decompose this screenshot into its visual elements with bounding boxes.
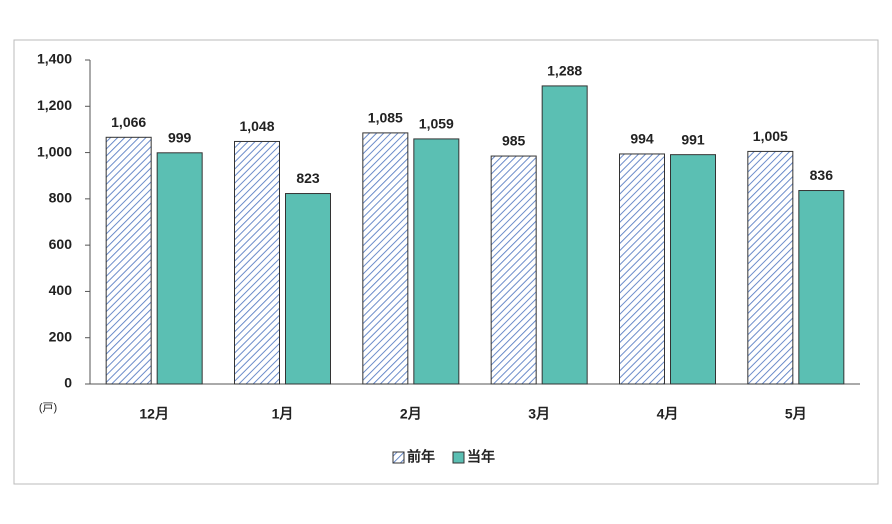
- value-label: 1,066: [111, 114, 146, 130]
- y-tick-label: 1,000: [37, 143, 72, 159]
- y-tick-label: 600: [49, 236, 73, 252]
- legend-swatch: [452, 451, 465, 464]
- value-label: 991: [681, 131, 705, 147]
- y-tick-label: 1,400: [37, 51, 72, 67]
- value-label: 994: [630, 131, 654, 147]
- value-label: 1,005: [753, 128, 788, 144]
- bar: [670, 154, 716, 385]
- x-tick-label: 3月: [528, 406, 550, 422]
- value-label: 1,059: [419, 116, 454, 132]
- bar: [798, 190, 845, 385]
- bar: [362, 132, 409, 385]
- value-label: 836: [810, 167, 834, 183]
- value-label: 1,085: [368, 110, 403, 126]
- y-tick-label: 400: [49, 282, 73, 298]
- legend-label: 前年: [407, 449, 435, 465]
- value-label: 985: [502, 133, 526, 149]
- value-label: 999: [168, 130, 192, 146]
- bar: [156, 152, 203, 385]
- bar: [234, 140, 280, 385]
- y-tick-label: 200: [49, 328, 73, 344]
- value-label: 1,288: [547, 63, 582, 79]
- legend-label: 当年: [467, 449, 495, 465]
- bar: [285, 193, 331, 385]
- y-tick-label: 1,200: [37, 97, 72, 113]
- bar: [619, 153, 665, 385]
- y-tick-label: 0: [64, 375, 72, 391]
- y-tick-label: 800: [49, 190, 73, 206]
- x-tick-label: 2月: [400, 406, 422, 422]
- bar: [747, 150, 794, 385]
- bar: [413, 138, 460, 385]
- y-unit-label: (戸): [39, 402, 57, 414]
- value-label: 1,048: [239, 118, 274, 134]
- x-tick-label: 4月: [657, 406, 679, 422]
- value-label: 823: [296, 170, 320, 186]
- bar: [105, 136, 152, 385]
- x-tick-label: 5月: [785, 406, 807, 422]
- x-tick-label: 12月: [139, 406, 169, 422]
- bar: [490, 155, 537, 385]
- x-tick-label: 1月: [272, 406, 294, 422]
- legend-swatch: [392, 451, 405, 464]
- bar: [541, 85, 588, 385]
